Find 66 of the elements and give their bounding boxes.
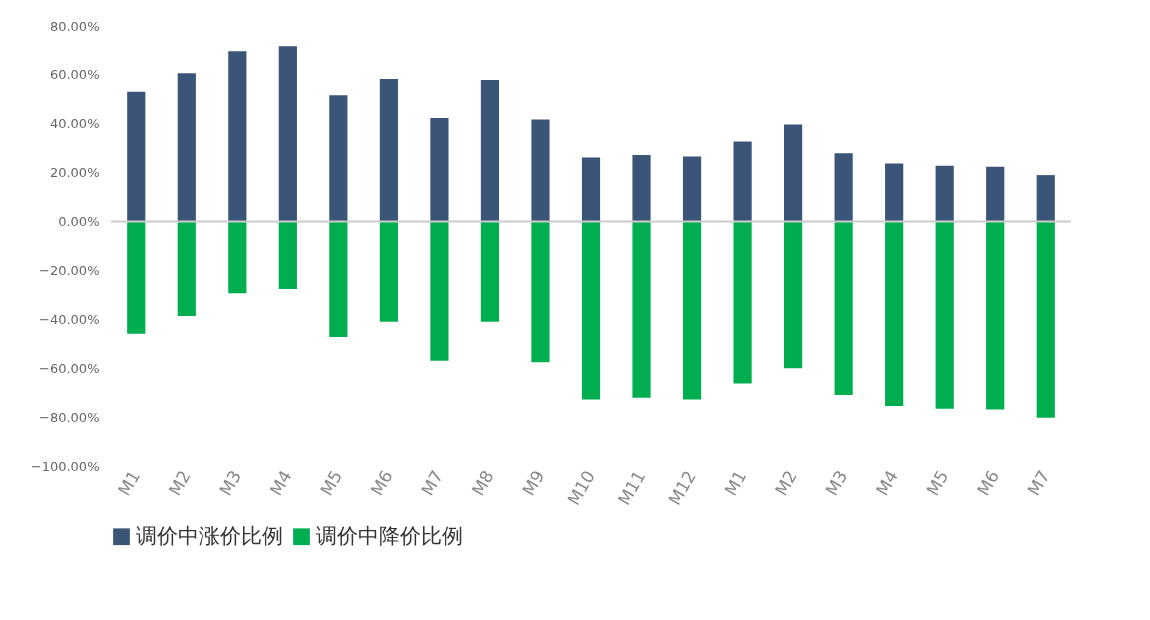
bar [733,141,752,222]
x-tick-label: M3 [821,467,852,500]
bar [682,221,702,400]
x-tick-label: M5 [316,467,347,500]
bar [784,124,803,222]
y-tick-label: −40.00% [39,311,100,327]
bar [531,221,550,363]
bar [581,157,601,222]
bar [1036,221,1055,418]
y-tick-label: 40.00% [49,116,100,132]
x-tick-label: M5 [922,467,953,500]
bar [733,221,752,384]
bar [278,221,297,290]
x-tick-label: M4 [265,467,296,500]
bar [632,155,651,222]
x-tick-label: M1 [113,467,145,500]
bar [127,91,146,222]
bar [177,221,196,316]
bar [682,156,702,222]
bar [1036,175,1055,222]
bar [581,221,601,400]
bar [784,221,803,369]
bar [228,51,247,222]
bar [127,221,146,334]
bar [329,95,348,222]
y-tick-label: 80.00% [49,18,100,34]
bar [834,153,853,222]
y-tick-label: 0.00% [58,214,100,230]
bar [531,119,550,222]
y-tick-label: 20.00% [49,165,100,181]
bar [986,166,1005,222]
bar [480,221,500,322]
y-tick-label: 60.00% [49,67,100,83]
x-tick-label: M2 [770,467,801,500]
x-tick-label: M2 [164,467,195,500]
bar [885,163,904,222]
bar [834,221,853,396]
bar [329,221,348,337]
bar [228,221,247,294]
y-tick-label: −60.00% [39,360,100,376]
x-tick-label: M4 [871,467,902,500]
x-tick-label: M1 [720,467,751,500]
bar [278,46,297,222]
x-tick-label: M7 [417,467,448,500]
bar [480,80,500,222]
bar [935,165,954,222]
x-tick-label: M7 [1023,467,1054,500]
bar [632,221,651,398]
bar [935,221,954,409]
legend-label: 调价中涨价比例 [136,523,283,548]
y-tick-label: −80.00% [39,409,100,425]
bar [885,221,904,407]
y-tick-label: −20.00% [39,262,100,278]
x-tick-label: M8 [467,467,498,500]
bar [430,221,449,361]
bar [177,73,196,222]
bar [379,79,398,222]
x-tick-label: M6 [366,467,397,500]
x-tick-label: M6 [972,467,1003,500]
x-tick-label: M9 [518,467,549,500]
x-tick-label: M3 [215,467,246,500]
bar [379,221,398,322]
bar [430,117,449,222]
y-tick-label: −100.00% [30,458,100,474]
bar [986,221,1005,410]
legend-label: 调价中降价比例 [316,523,463,548]
